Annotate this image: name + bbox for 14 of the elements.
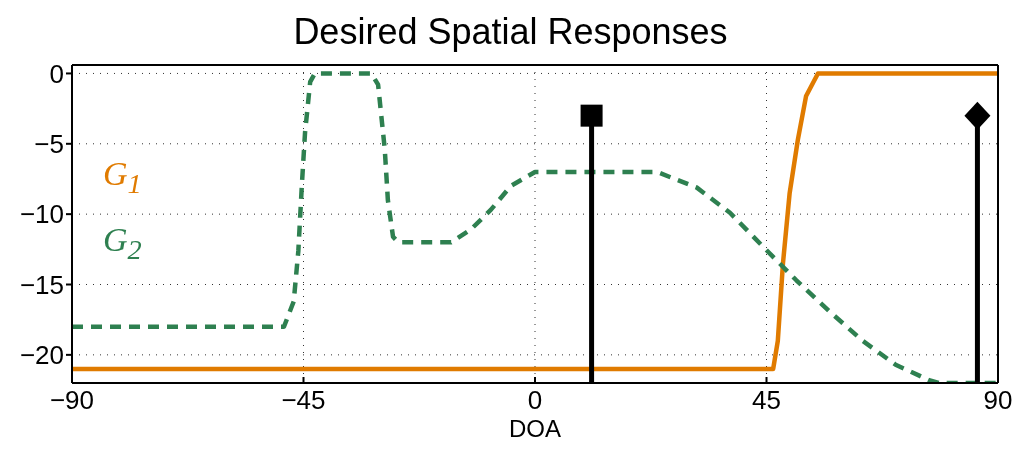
- y-tick-label: −10: [19, 199, 64, 230]
- x-tick-label: 0: [527, 385, 543, 416]
- x-tick-label: 90: [983, 385, 1013, 416]
- text: G$_{1}$: [103, 154, 142, 201]
- x-tick-label: −45: [281, 385, 326, 416]
- y-tick-label: 0: [49, 58, 64, 89]
- chart-title: Desired Spatial Responses: [292, 10, 729, 54]
- series-label: G$_{2}$: [103, 219, 142, 267]
- x-tick-label: 45: [752, 385, 781, 416]
- y-tick-label: −5: [34, 129, 64, 160]
- x-tick-label: −90: [49, 385, 95, 416]
- y-tick-label: −20: [19, 340, 64, 371]
- x-axis-title: DOA: [508, 415, 562, 442]
- y-tick-label: −15: [19, 269, 64, 300]
